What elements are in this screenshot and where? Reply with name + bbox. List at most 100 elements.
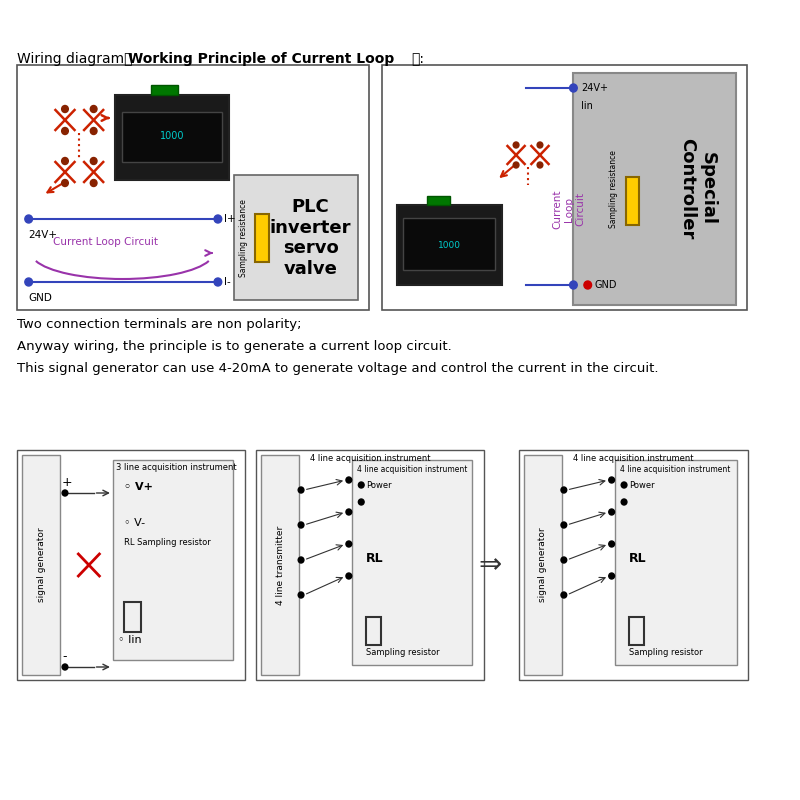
Text: ◦ V-: ◦ V- — [124, 518, 146, 528]
Circle shape — [570, 281, 578, 289]
Text: 24V+: 24V+ — [581, 83, 608, 93]
Text: Wiring diagram（: Wiring diagram（ — [18, 52, 133, 66]
Circle shape — [90, 106, 97, 113]
Text: GND: GND — [594, 280, 617, 290]
Text: 24V+: 24V+ — [29, 230, 58, 240]
Text: ◦ Iin: ◦ Iin — [118, 635, 141, 645]
Text: -: - — [62, 650, 66, 663]
Text: 3 line acquisition instrument: 3 line acquisition instrument — [116, 463, 236, 472]
Text: RL Sampling resistor: RL Sampling resistor — [124, 538, 211, 547]
Circle shape — [621, 482, 627, 488]
Bar — [18, 65, 369, 310]
Circle shape — [609, 541, 614, 547]
Text: 4 line acquisition instrument: 4 line acquisition instrument — [357, 465, 467, 474]
Text: +: + — [62, 477, 73, 490]
Text: Power: Power — [366, 481, 392, 490]
Bar — [122, 112, 222, 162]
Bar — [629, 617, 644, 645]
Bar — [352, 460, 472, 665]
Bar — [427, 196, 450, 205]
Bar — [255, 214, 269, 262]
Circle shape — [621, 499, 627, 505]
Circle shape — [609, 573, 614, 579]
Circle shape — [62, 106, 68, 113]
Bar — [113, 460, 233, 660]
Circle shape — [609, 509, 614, 515]
Text: GND: GND — [29, 293, 53, 303]
Circle shape — [298, 557, 304, 563]
Circle shape — [90, 158, 97, 165]
Text: 1000: 1000 — [438, 241, 461, 250]
Circle shape — [570, 84, 578, 92]
Text: Current Loop Circuit: Current Loop Circuit — [53, 237, 158, 247]
Text: signal generator: signal generator — [538, 528, 547, 602]
Bar — [626, 177, 639, 225]
Circle shape — [584, 281, 591, 289]
Circle shape — [62, 179, 68, 186]
Circle shape — [298, 522, 304, 528]
Text: signal generator: signal generator — [37, 528, 46, 602]
Bar — [614, 460, 737, 665]
Circle shape — [537, 142, 543, 148]
Bar — [22, 455, 60, 675]
Text: Iin: Iin — [581, 101, 593, 111]
Circle shape — [358, 499, 364, 505]
Text: PLC
inverter
servo
valve: PLC inverter servo valve — [270, 198, 351, 278]
Circle shape — [346, 477, 352, 483]
Bar — [234, 175, 358, 300]
Text: Sampling resistor: Sampling resistor — [629, 648, 702, 657]
Text: ）:: ）: — [411, 52, 424, 66]
Circle shape — [25, 215, 33, 223]
Text: Sampling resistor: Sampling resistor — [366, 648, 440, 657]
Text: RL: RL — [629, 551, 646, 565]
Text: 4 line transmitter: 4 line transmitter — [275, 526, 285, 605]
Circle shape — [90, 127, 97, 134]
Text: Special
Controller: Special Controller — [678, 138, 717, 240]
Circle shape — [561, 592, 566, 598]
Bar — [366, 617, 382, 645]
Text: 4 line acquisition instrument: 4 line acquisition instrument — [310, 454, 430, 463]
Text: Working Principle of Current Loop: Working Principle of Current Loop — [128, 52, 394, 66]
Circle shape — [514, 142, 519, 148]
Bar — [256, 450, 483, 680]
Bar — [397, 205, 502, 285]
Text: I+: I+ — [224, 214, 235, 224]
Circle shape — [346, 509, 352, 515]
Circle shape — [214, 278, 222, 286]
Circle shape — [25, 278, 33, 286]
Circle shape — [62, 490, 68, 496]
Bar — [574, 73, 736, 305]
Bar — [403, 218, 495, 270]
Text: Sampling resistance: Sampling resistance — [609, 150, 618, 228]
Text: ⇒: ⇒ — [478, 551, 502, 579]
Circle shape — [298, 487, 304, 493]
Text: RL: RL — [366, 551, 384, 565]
Circle shape — [561, 557, 566, 563]
Circle shape — [537, 162, 543, 168]
Bar — [18, 450, 245, 680]
Circle shape — [62, 158, 68, 165]
Circle shape — [298, 592, 304, 598]
Bar — [151, 85, 178, 95]
Circle shape — [346, 573, 352, 579]
Text: ◦ V+: ◦ V+ — [124, 482, 153, 492]
Circle shape — [561, 522, 566, 528]
Circle shape — [358, 482, 364, 488]
Circle shape — [90, 179, 97, 186]
Bar — [124, 602, 142, 632]
Circle shape — [346, 541, 352, 547]
Text: 4 line acquisition instrument: 4 line acquisition instrument — [621, 465, 731, 474]
Text: Anyway wiring, the principle is to generate a current loop circuit.: Anyway wiring, the principle is to gener… — [18, 340, 452, 353]
Circle shape — [62, 127, 68, 134]
Text: I-: I- — [224, 277, 230, 287]
Text: Current
Loop
Circuit: Current Loop Circuit — [552, 190, 586, 229]
Bar — [261, 455, 299, 675]
Text: Power: Power — [629, 481, 654, 490]
Circle shape — [514, 162, 519, 168]
Text: Sampling resistance: Sampling resistance — [239, 199, 248, 277]
Bar — [114, 95, 230, 180]
Text: Two connection terminals are non polarity;: Two connection terminals are non polarit… — [18, 318, 302, 331]
Bar — [382, 65, 747, 310]
Circle shape — [609, 477, 614, 483]
Circle shape — [561, 487, 566, 493]
